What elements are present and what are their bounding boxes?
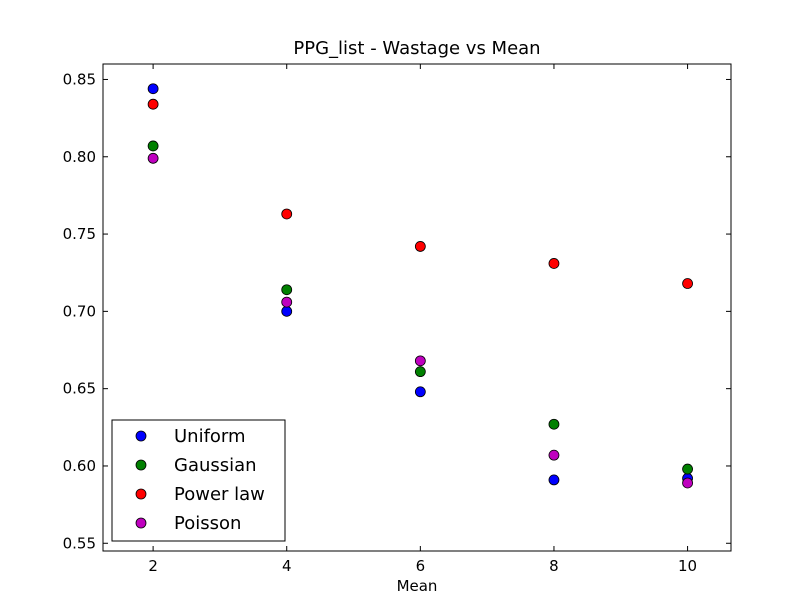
x-tick-label: 10 xyxy=(678,557,697,575)
legend-item: Poisson xyxy=(135,513,241,534)
series-gaussian xyxy=(147,140,693,475)
data-point xyxy=(548,449,560,461)
legend-label: Power law xyxy=(174,484,265,505)
y-tick-label: 0.70 xyxy=(63,302,96,320)
legend-item: Gaussian xyxy=(135,455,257,476)
series-poisson xyxy=(147,152,693,489)
legend-marker xyxy=(135,459,147,471)
data-point xyxy=(414,355,426,367)
data-point xyxy=(414,366,426,378)
data-point xyxy=(281,296,293,308)
y-tick-label: 0.60 xyxy=(63,457,96,475)
data-point xyxy=(147,83,159,95)
data-point xyxy=(682,463,693,475)
y-tick-label: 0.65 xyxy=(63,380,96,398)
data-point xyxy=(281,208,293,220)
data-point xyxy=(414,386,426,398)
data-point xyxy=(682,278,693,289)
data-point xyxy=(548,258,560,269)
legend-marker xyxy=(135,517,147,529)
data-point xyxy=(147,98,159,110)
legend-item: Power law xyxy=(135,484,265,505)
y-tick-label: 0.75 xyxy=(63,225,96,243)
data-point xyxy=(682,477,693,489)
x-axis-title: Mean xyxy=(397,577,438,595)
data-point xyxy=(414,241,426,252)
legend-label: Gaussian xyxy=(174,455,257,476)
legend-label: Poisson xyxy=(174,513,241,534)
data-point xyxy=(281,284,293,296)
data-point xyxy=(548,474,560,486)
y-tick-label: 0.80 xyxy=(63,148,96,166)
data-point xyxy=(281,305,293,317)
series-power-law xyxy=(147,98,693,289)
legend-marker xyxy=(135,488,147,500)
legend: Uniform Gaussian Power law Poisson xyxy=(111,419,286,542)
data-point xyxy=(147,152,159,164)
axis-ticks: 2 4 6 8 10 0.55 0.60 0.65 0.70 0.75 0.80 0.85 xyxy=(63,64,731,575)
legend-label: Uniform xyxy=(174,426,246,447)
x-tick-label: 4 xyxy=(282,557,292,575)
legend-marker xyxy=(135,430,147,442)
y-tick-label: 0.55 xyxy=(63,534,96,552)
data-point xyxy=(147,140,159,152)
y-tick-label: 0.85 xyxy=(63,70,96,88)
data-points xyxy=(147,83,693,489)
x-tick-label: 2 xyxy=(148,557,158,575)
legend-item: Uniform xyxy=(135,426,246,447)
chart-title: PPG_list - Wastage vs Mean xyxy=(293,38,540,59)
x-tick-label: 6 xyxy=(416,557,426,575)
x-tick-label: 8 xyxy=(549,557,559,575)
data-point xyxy=(548,418,560,430)
